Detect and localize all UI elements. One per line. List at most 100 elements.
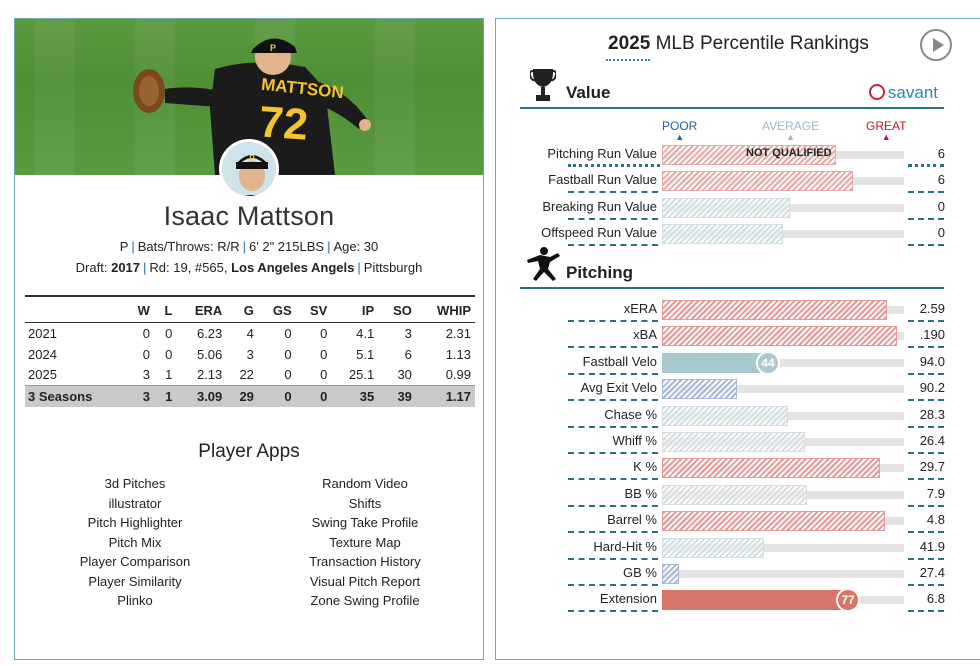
percentile-bar[interactable] <box>662 352 768 373</box>
row-divider <box>568 372 658 375</box>
player-app-link[interactable]: 3d Pitches <box>104 476 166 491</box>
row-divider <box>908 610 944 613</box>
stats-header-cell[interactable]: WHIP <box>415 295 475 323</box>
bio-height-weight: 6' 2" 215LBS <box>249 239 325 254</box>
stats-cell: 4.1 <box>356 325 375 341</box>
percentile-bar[interactable] <box>662 537 764 558</box>
metric-row[interactable]: Fastball Run Value 6 <box>496 169 980 195</box>
scale-great: GREAT ▲ <box>866 119 907 142</box>
row-divider <box>908 320 944 322</box>
stats-cell: 0 <box>165 325 173 341</box>
player-app-link[interactable]: Swing Take Profile <box>311 515 419 530</box>
title-text: MLB Percentile Rankings <box>655 33 869 54</box>
title-year: 2025 <box>608 33 651 54</box>
value-section-header: Value savant <box>520 69 944 109</box>
metric-row[interactable]: K % 29.7 <box>496 456 980 482</box>
metric-row[interactable]: BB % 7.9 <box>496 483 980 509</box>
stats-cell: 0 <box>284 367 292 383</box>
percentile-bar[interactable] <box>662 484 807 505</box>
metric-label: Avg Exit Velo <box>580 380 657 396</box>
row-divider <box>908 346 944 349</box>
metric-row[interactable]: Chase % 28.3 <box>496 404 980 430</box>
stats-header-cell[interactable]: ERA <box>176 295 227 323</box>
row-divider <box>568 452 658 454</box>
metric-row[interactable]: Breaking Run Value 0 <box>496 196 980 222</box>
player-apps-list-left: 3d Pitches illustrator Pitch Highlighter Pi… <box>35 474 235 611</box>
table-row: 2024 0 0 5.06 3 0 0 5.1 6 1.13 <box>25 344 475 365</box>
metric-row[interactable]: xBA .190 <box>496 324 980 350</box>
stats-total-cell: 1.17 <box>415 385 475 407</box>
percentile-track <box>662 543 904 552</box>
metric-row[interactable]: Extension 77 6.8 <box>496 588 980 614</box>
player-app-link[interactable]: Transaction History <box>309 554 421 569</box>
percentile-bar[interactable] <box>662 511 885 532</box>
player-app-link[interactable]: illustrator <box>108 495 162 511</box>
row-divider <box>568 244 658 247</box>
player-app-link[interactable]: Random Video <box>322 476 408 491</box>
play-button[interactable] <box>920 29 952 61</box>
stats-header-cell[interactable]: SO <box>378 295 416 323</box>
player-app-link[interactable]: Plinko <box>117 593 153 608</box>
percentile-bar[interactable] <box>662 197 790 218</box>
stats-cell: 3 <box>142 367 150 383</box>
table-row: 2021 0 0 6.23 4 0 0 4.1 3 2.31 <box>25 323 475 344</box>
metric-row[interactable]: Offspeed Run Value 0 <box>496 222 980 248</box>
row-divider <box>908 531 944 534</box>
metric-row[interactable]: Hard-Hit % 41.9 <box>496 536 980 562</box>
trophy-icon <box>530 69 556 101</box>
percentile-bar[interactable] <box>662 300 887 320</box>
percentile-bar[interactable] <box>662 171 853 192</box>
percentile-bar[interactable] <box>662 405 788 426</box>
stats-header-cell[interactable] <box>25 295 126 323</box>
player-app-link[interactable]: Shifts <box>348 495 382 511</box>
percentile-bar[interactable] <box>662 590 848 611</box>
percentile-track <box>662 570 904 578</box>
stats-table: W L ERA G GS SV IP SO WHIP 2021 0 0 6.23 4 0 0 4.1 3 2.31… <box>25 295 475 407</box>
percentile-bar[interactable] <box>662 379 737 400</box>
percentile-bar[interactable] <box>662 458 880 479</box>
stats-total-cell: 39 <box>378 385 416 407</box>
player-app-link[interactable]: Texture Map <box>329 534 401 550</box>
player-app-link[interactable]: Pitch Mix <box>108 534 162 550</box>
player-app-link[interactable]: Player Comparison <box>79 554 191 569</box>
stats-header-cell[interactable]: GS <box>257 295 296 323</box>
metric-row[interactable]: xERA 2.59 <box>496 298 980 324</box>
table-row: 2025 3 1 2.13 22 0 0 25.1 30 0.99 <box>25 365 475 386</box>
pitcher-icon <box>527 247 560 281</box>
percentile-bar[interactable] <box>662 224 783 245</box>
metric-row[interactable]: Pitching Run Value NOT QUALIFIED 6 <box>496 143 980 169</box>
stats-header-cell[interactable]: W <box>125 295 154 323</box>
percentile-bar[interactable] <box>662 432 805 452</box>
not-qualified-label: NOT QUALIFIED <box>746 147 832 159</box>
avatar: P <box>219 139 279 199</box>
stats-cell: 6 <box>404 346 412 362</box>
percentile-bar[interactable] <box>662 564 679 584</box>
stats-total-cell: 35 <box>331 385 379 407</box>
metric-label: xBA <box>633 327 657 343</box>
player-app-link[interactable]: Zone Swing Profile <box>310 593 420 608</box>
stats-cell: 4 <box>246 325 254 341</box>
percentile-bar[interactable] <box>662 326 897 347</box>
row-divider <box>908 584 944 586</box>
scale-poor: POOR ▲ <box>662 119 698 142</box>
stats-header-cell[interactable]: IP <box>331 295 379 323</box>
row-divider <box>568 531 658 534</box>
metric-row[interactable]: Barrel % 4.8 <box>496 509 980 535</box>
player-app-link[interactable]: Visual Pitch Report <box>309 573 421 589</box>
stats-cell: 5.1 <box>356 346 375 362</box>
stats-total-row: 3 Seasons 3 1 3.09 29 0 0 35 39 1.17 <box>25 385 475 407</box>
metric-label: Barrel % <box>607 512 657 528</box>
savant-logo[interactable]: savant <box>868 83 938 103</box>
metric-row[interactable]: Fastball Velo 44 94.0 <box>496 350 980 377</box>
metric-row[interactable]: GB % 27.4 <box>496 562 980 588</box>
bio-age: Age: 30 <box>333 239 379 254</box>
metric-row[interactable]: Avg Exit Velo 90.2 <box>496 377 980 403</box>
stats-header-cell[interactable]: G <box>226 295 258 323</box>
stats-cell: 0 <box>142 346 150 362</box>
metric-row[interactable]: Whiff % 26.4 <box>496 430 980 456</box>
percentile-bar[interactable] <box>662 145 836 165</box>
stats-header-cell[interactable]: SV <box>295 295 332 323</box>
player-app-link[interactable]: Pitch Highlighter <box>87 515 183 530</box>
stats-header-cell[interactable]: L <box>153 295 177 323</box>
player-app-link[interactable]: Player Similarity <box>88 573 182 589</box>
